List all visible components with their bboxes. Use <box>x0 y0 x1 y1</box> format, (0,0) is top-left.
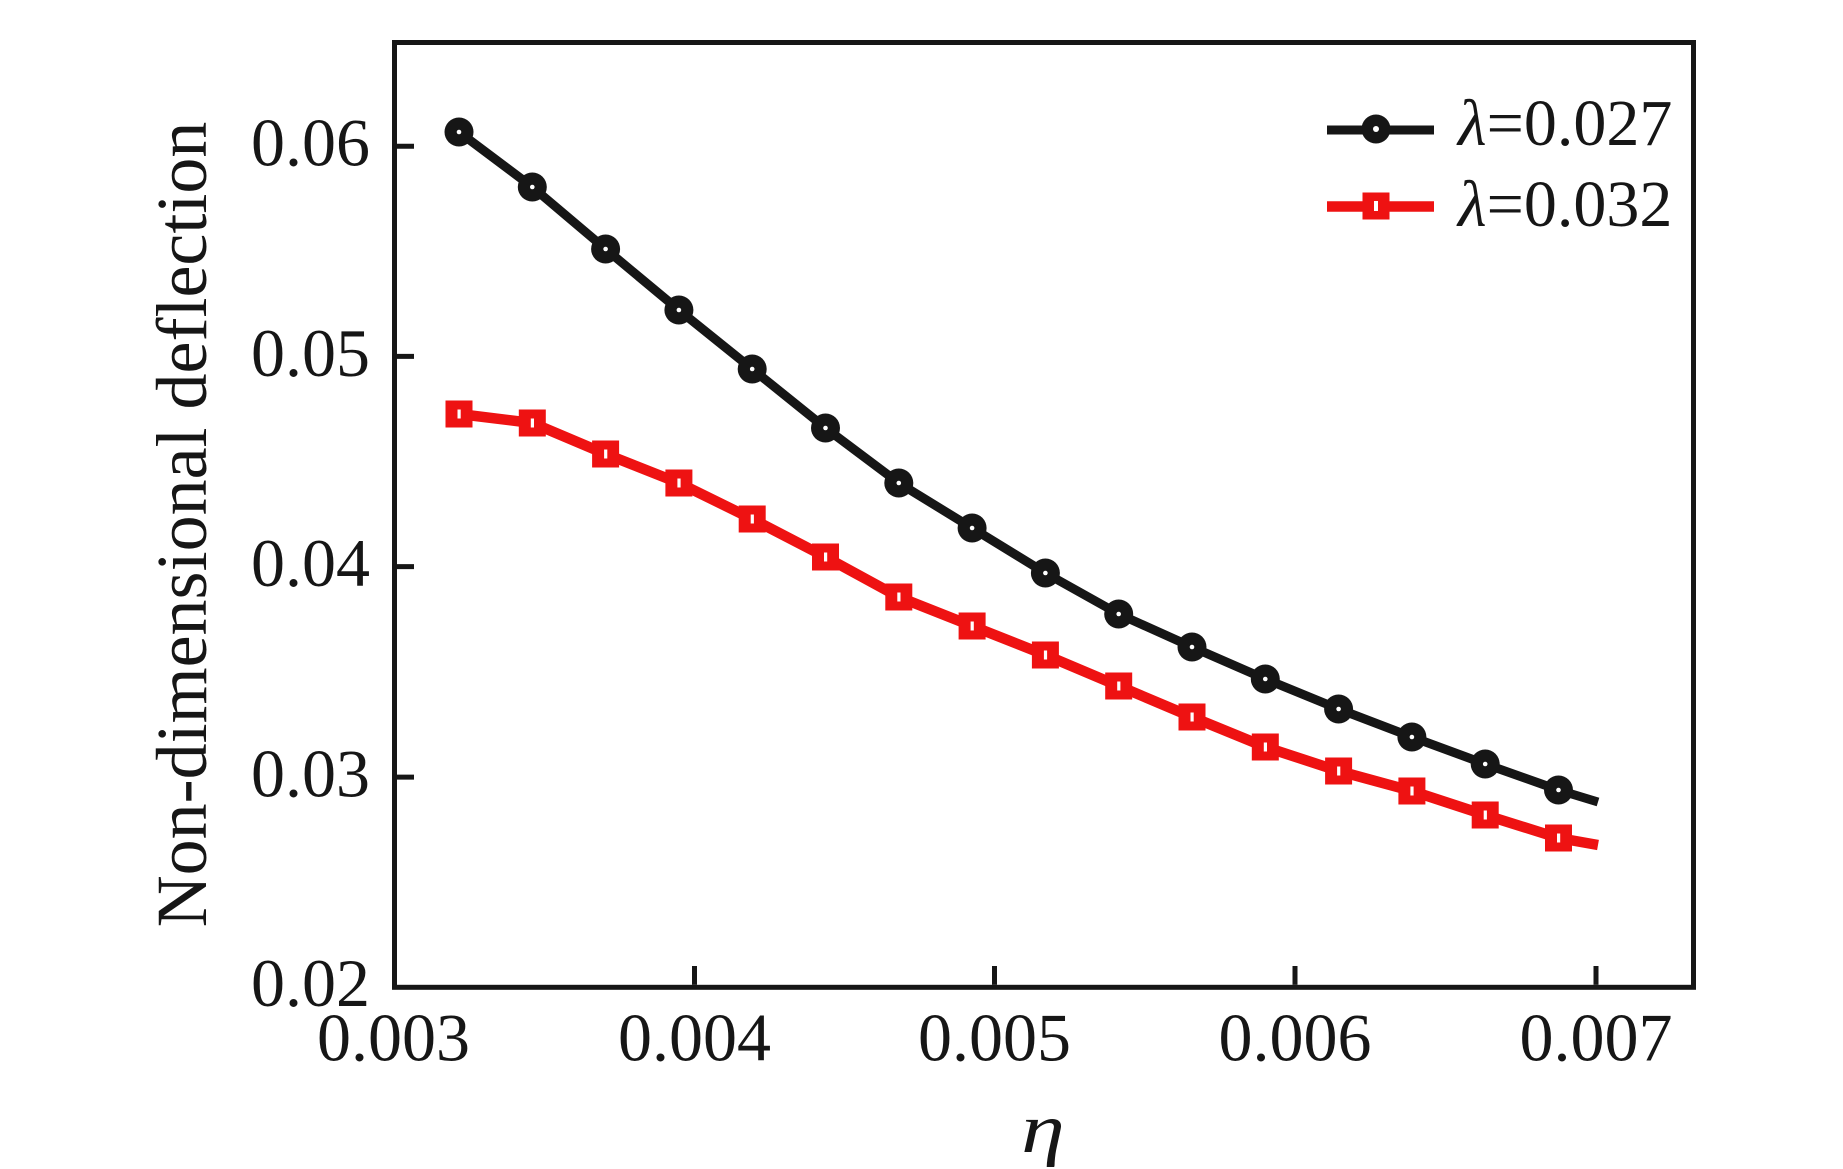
svg-text:η: η <box>1021 1090 1064 1168</box>
svg-text:0.007: 0.007 <box>1520 1000 1673 1076</box>
svg-text:0.05: 0.05 <box>251 315 370 391</box>
svg-text:0.03: 0.03 <box>251 736 370 812</box>
svg-text:0.003: 0.003 <box>317 1000 470 1076</box>
svg-text:0.06: 0.06 <box>251 105 370 181</box>
svg-text:0.004: 0.004 <box>618 1000 771 1076</box>
svg-text:λ=0.027: λ=0.027 <box>1456 87 1672 160</box>
svg-text:λ=0.032: λ=0.032 <box>1456 168 1672 241</box>
svg-text:Non-dimensional deflection: Non-dimensional deflection <box>142 122 222 928</box>
svg-text:0.04: 0.04 <box>251 525 370 601</box>
svg-text:0.02: 0.02 <box>251 945 370 1021</box>
svg-text:0.006: 0.006 <box>1219 1000 1372 1076</box>
svg-text:0.005: 0.005 <box>918 1000 1071 1076</box>
